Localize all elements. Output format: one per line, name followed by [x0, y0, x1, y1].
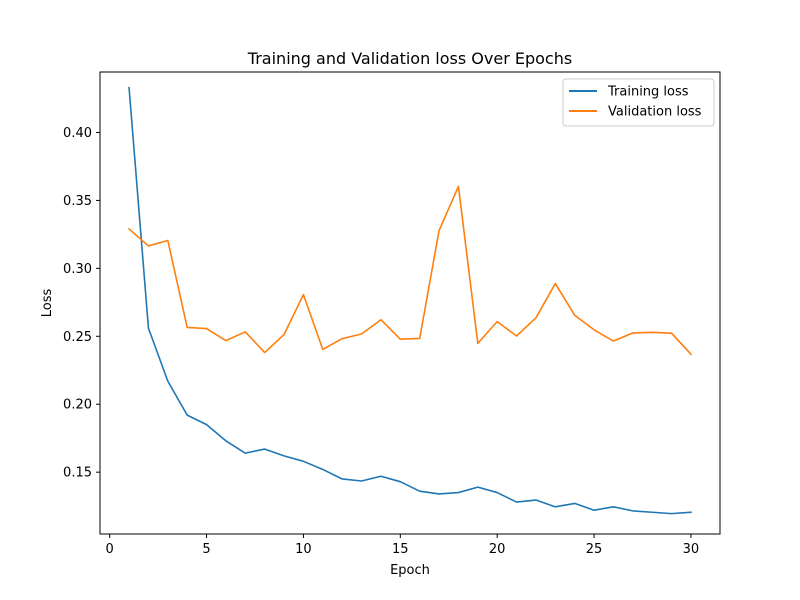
- legend-box: [562, 78, 715, 127]
- x-tick-label: 10: [295, 542, 312, 557]
- y-axis: 0.15 0.20 0.25 0.30 0.35 0.40: [63, 126, 100, 481]
- chart-title: Training and Validation loss Over Epochs: [247, 49, 572, 68]
- series-line-validation: [127, 185, 693, 356]
- plot-frame: [99, 71, 721, 535]
- y-axis-label: Loss: [40, 289, 55, 318]
- x-tick-label: 20: [489, 542, 506, 557]
- y-tick-label: 0.30: [63, 262, 92, 277]
- x-tick-label: 25: [586, 542, 603, 557]
- y-tick-label: 0.20: [63, 398, 92, 413]
- x-tick-label: 15: [392, 542, 409, 557]
- y-tick-label: 0.40: [63, 126, 92, 141]
- y-tick-label: 0.15: [63, 466, 92, 481]
- legend: Training loss Validation loss: [562, 78, 715, 127]
- x-axis-label: Epoch: [390, 563, 430, 578]
- legend-label-training: Training loss: [607, 85, 689, 100]
- x-tick-label: 0: [106, 542, 114, 557]
- x-tick-label: 5: [202, 542, 210, 557]
- y-tick-label: 0.35: [63, 194, 92, 209]
- x-tick-label: 30: [683, 542, 700, 557]
- plot-lines: [127, 86, 693, 515]
- x-axis: 0 5 10 15 20 25 30: [106, 534, 700, 557]
- legend-label-validation: Validation loss: [608, 105, 702, 120]
- series-line-training: [128, 86, 692, 515]
- y-tick-label: 0.25: [63, 330, 92, 345]
